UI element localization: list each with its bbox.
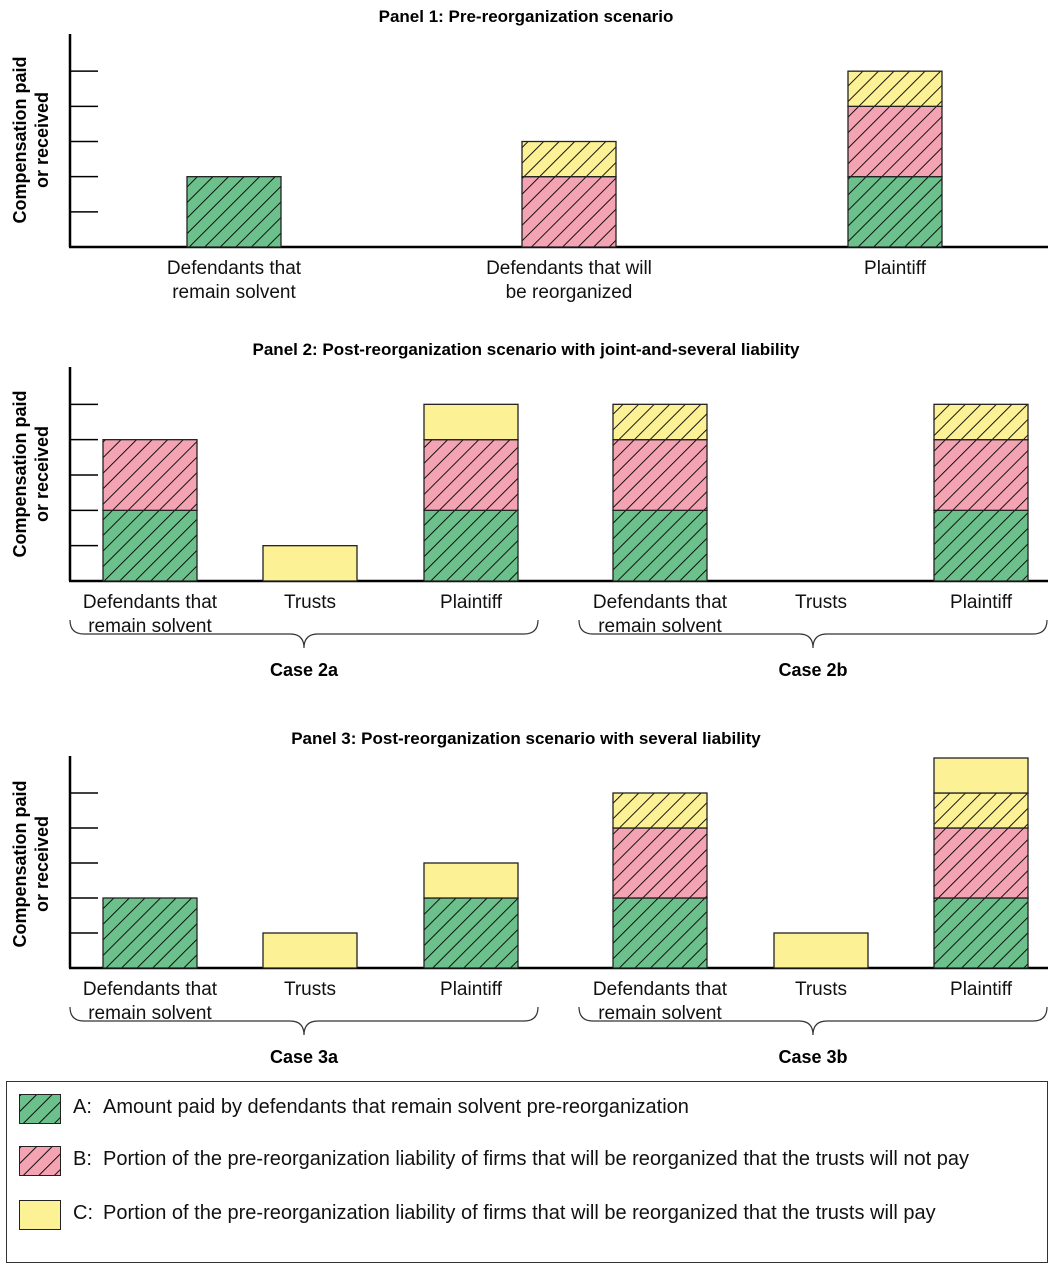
bar-segment-a-plaintiff <box>847 176 943 248</box>
legend-key-a: A: <box>73 1096 92 1118</box>
bar-segment-c-plaintiff <box>933 403 1029 441</box>
bar-segment-a-plaintiff <box>933 509 1029 582</box>
bar-segment-a-defendants-that-remain-solvent <box>186 176 282 248</box>
category-label-plaintiff: Plaintiff <box>864 258 927 279</box>
bar-segment-c-plaintiff <box>933 792 1029 829</box>
bar-segment-c-plaintiff <box>423 862 519 899</box>
panel-1: Panel 1: Pre-reorganization scenario Comp… <box>10 7 1048 303</box>
category-label-defendants-that-remain-solvent: Defendants that remain solvent <box>83 592 218 637</box>
panel-2: Panel 2: Post-reorganization scenario wi… <box>10 340 1048 680</box>
bar-segment-a-defendants-that-remain-solvent <box>102 509 198 582</box>
case-brace <box>69 619 539 649</box>
panel-3-title: Panel 3: Post-reorganization scenario wi… <box>291 729 761 748</box>
legend-item-b: B: Portion of the pre-reorganization lia… <box>19 1146 1023 1176</box>
legend-swatch-c <box>19 1200 61 1230</box>
case-label-case-3a: Case 3a <box>270 1047 339 1067</box>
bar-segment-c-trusts <box>262 545 358 582</box>
bar-segment-b-plaintiff <box>933 827 1029 899</box>
bar-segment-c-plaintiff <box>933 757 1029 794</box>
legend-text-c: Portion of the pre-reorganization liabil… <box>103 1202 936 1224</box>
bar-segment-a-defendants-that-remain-solvent <box>612 509 708 582</box>
case-brace <box>578 1006 1048 1036</box>
y-axis-label: Compensation paid or received <box>10 56 52 223</box>
category-label-trusts: Trusts <box>284 592 336 613</box>
case-brace <box>69 1006 539 1036</box>
legend: A: Amount paid by defendants that remain… <box>6 1081 1048 1263</box>
category-label-trusts: Trusts <box>284 979 336 1000</box>
legend-swatch-a <box>19 1094 61 1124</box>
bar-segment-a-defendants-that-remain-solvent <box>612 897 708 969</box>
bar-segment-a-defendants-that-remain-solvent <box>102 897 198 969</box>
bar-segment-c-defendants-that-remain-solvent <box>612 403 708 441</box>
category-label-defendants-that-remain-solvent: Defendants that remain solvent <box>593 979 728 1024</box>
legend-swatch-b <box>19 1146 61 1176</box>
case-label-case-2a: Case 2a <box>270 660 339 680</box>
y-axis-label: Compensation paid or received <box>10 390 52 557</box>
category-label-defendants-that-will-be-reorganized: Defendants that will be reorganized <box>486 258 652 303</box>
category-label-trusts: Trusts <box>795 592 847 613</box>
panel-3: Panel 3: Post-reorganization scenario wi… <box>10 729 1048 1067</box>
category-label-plaintiff: Plaintiff <box>440 592 503 613</box>
legend-item-c: C: Portion of the pre-reorganization lia… <box>19 1200 1023 1230</box>
legend-text-b: Portion of the pre-reorganization liabil… <box>103 1148 969 1170</box>
category-label-defendants-that-remain-solvent: Defendants that remain solvent <box>83 979 218 1024</box>
case-label-case-2b: Case 2b <box>778 660 847 680</box>
case-brace <box>578 619 1048 649</box>
category-label-defendants-that-remain-solvent: Defendants that remain solvent <box>593 592 728 637</box>
legend-text-a: Amount paid by defendants that remain so… <box>103 1096 689 1118</box>
bar-segment-c-trusts <box>773 932 869 969</box>
category-label-plaintiff: Plaintiff <box>950 592 1013 613</box>
legend-item-a: A: Amount paid by defendants that remain… <box>19 1094 1023 1124</box>
bar-segment-b-defendants-that-remain-solvent <box>102 439 198 511</box>
bar-segment-b-plaintiff <box>847 105 943 178</box>
panel-1-title: Panel 1: Pre-reorganization scenario <box>379 7 674 26</box>
category-label-defendants-that-remain-solvent: Defendants that remain solvent <box>167 258 302 303</box>
bar-segment-b-plaintiff <box>933 439 1029 511</box>
bar-segment-c-plaintiff <box>423 403 519 441</box>
legend-key-c: C: <box>73 1202 93 1224</box>
bar-segment-b-plaintiff <box>423 439 519 511</box>
case-label-case-3b: Case 3b <box>778 1047 847 1067</box>
legend-key-b: B: <box>73 1148 92 1170</box>
bar-segment-c-defendants-that-remain-solvent <box>612 792 708 829</box>
y-axis-label: Compensation paid or received <box>10 780 52 947</box>
panels-chart: Panel 1: Pre-reorganization scenario Comp… <box>10 7 1048 1067</box>
bar-segment-a-plaintiff <box>933 897 1029 969</box>
bar-segment-b-defendants-that-will-be-reorganized <box>521 176 617 248</box>
panel-2-title: Panel 2: Post-reorganization scenario wi… <box>253 340 801 359</box>
category-label-plaintiff: Plaintiff <box>440 979 503 1000</box>
bar-segment-a-plaintiff <box>423 509 519 582</box>
category-label-plaintiff: Plaintiff <box>950 979 1013 1000</box>
category-label-trusts: Trusts <box>795 979 847 1000</box>
bar-segment-c-plaintiff <box>847 70 943 107</box>
bar-segment-b-defendants-that-remain-solvent <box>612 439 708 511</box>
bar-segment-c-defendants-that-will-be-reorganized <box>521 140 617 178</box>
bar-segment-b-defendants-that-remain-solvent <box>612 827 708 899</box>
bar-segment-a-plaintiff <box>423 897 519 969</box>
bar-segment-c-trusts <box>262 932 358 969</box>
